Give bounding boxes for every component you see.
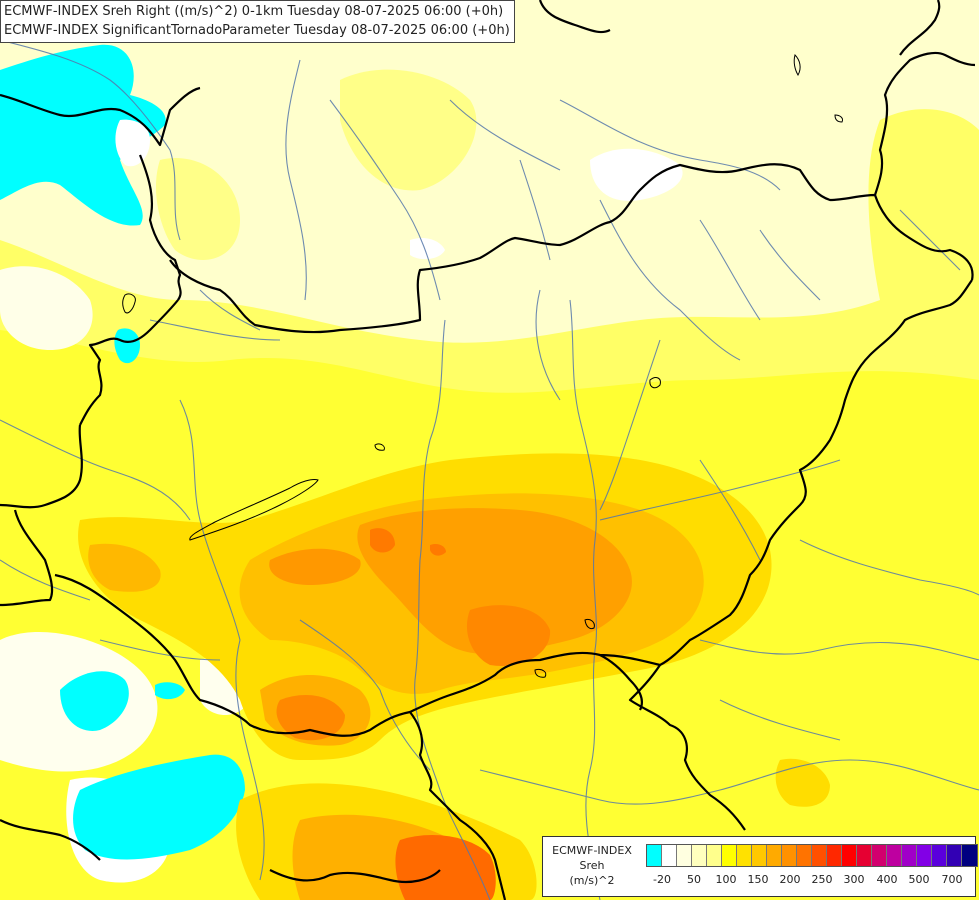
legend-swatch <box>737 845 752 866</box>
field-orange <box>269 508 830 900</box>
legend-swatch <box>767 845 782 866</box>
legend-swatch <box>932 845 947 866</box>
legend-tick-label: 300 <box>843 873 865 886</box>
legend-tick-label: 200 <box>779 873 801 886</box>
legend-swatch <box>752 845 767 866</box>
legend-swatch <box>857 845 872 866</box>
legend-swatch <box>707 845 722 866</box>
legend-swatch <box>902 845 917 866</box>
legend-tick-label: 500 <box>908 873 930 886</box>
legend-swatch <box>842 845 857 866</box>
legend-swatch <box>827 845 842 866</box>
legend-source: ECMWF-INDEX <box>552 844 632 857</box>
legend-tick-label: 50 <box>687 873 701 886</box>
legend-swatch <box>917 845 932 866</box>
legend-swatch <box>692 845 707 866</box>
title-line-1: ECMWF-INDEX Sreh Right ((m/s)^2) 0-1km T… <box>4 4 504 19</box>
color-legend: ECMWF-INDEX Sreh (m/s)^2 -20 50 100 150 200 2… <box>542 836 978 897</box>
legend-swatch <box>782 845 797 866</box>
legend-swatch <box>677 845 692 866</box>
legend-tick-label: 150 <box>747 873 769 886</box>
legend-swatch <box>797 845 812 866</box>
legend-variable: Sreh <box>579 859 605 872</box>
legend-color-scale <box>646 844 978 867</box>
legend-swatch <box>887 845 902 866</box>
legend-label: ECMWF-INDEX Sreh (m/s)^2 <box>547 843 637 888</box>
field-cyan <box>0 44 246 860</box>
map-title-box: ECMWF-INDEX Sreh Right ((m/s)^2) 0-1km T… <box>0 0 515 43</box>
legend-tick-label: -20 <box>653 873 671 886</box>
legend-swatch <box>962 845 977 866</box>
legend-swatch <box>872 845 887 866</box>
title-line-2: ECMWF-INDEX SignificantTornadoParameter … <box>4 23 510 38</box>
lake-balaton <box>189 479 319 541</box>
legend-swatch <box>722 845 737 866</box>
legend-swatch <box>662 845 677 866</box>
rivers <box>0 39 979 900</box>
legend-tick-label: 400 <box>876 873 898 886</box>
legend-ticks: -20 50 100 150 200 250 300 400 500 700 <box>646 873 976 889</box>
legend-tick-label: 700 <box>941 873 963 886</box>
lakes <box>122 54 843 678</box>
legend-swatch <box>647 845 662 866</box>
legend-swatch <box>812 845 827 866</box>
legend-unit: (m/s)^2 <box>569 874 615 887</box>
legend-tick-label: 250 <box>811 873 833 886</box>
legend-swatch <box>947 845 962 866</box>
legend-tick-label: 100 <box>715 873 737 886</box>
